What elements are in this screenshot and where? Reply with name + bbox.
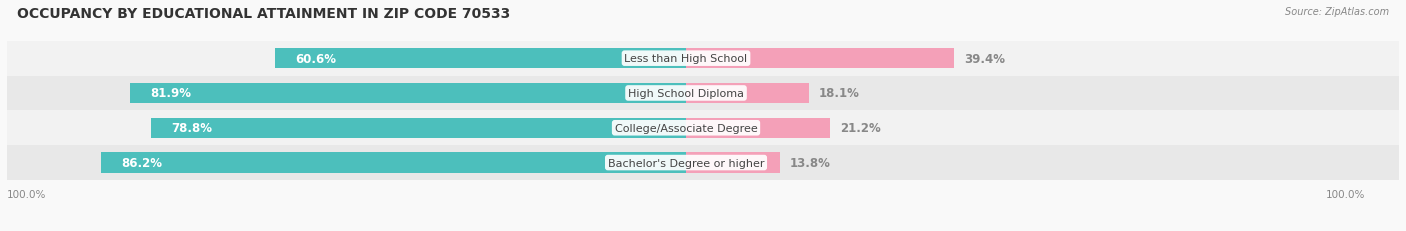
Text: College/Associate Degree: College/Associate Degree: [614, 123, 758, 133]
Text: 21.2%: 21.2%: [841, 122, 882, 135]
Bar: [7, 76, 1399, 111]
Bar: [7, 42, 1399, 76]
Text: 100.0%: 100.0%: [7, 189, 46, 199]
Bar: [7, 146, 1399, 180]
Text: 100.0%: 100.0%: [1326, 189, 1365, 199]
Text: 86.2%: 86.2%: [121, 156, 162, 169]
Text: Bachelor's Degree or higher: Bachelor's Degree or higher: [607, 158, 765, 168]
Text: 60.6%: 60.6%: [295, 52, 336, 65]
Bar: [274, 49, 686, 69]
Bar: [129, 84, 686, 103]
Text: High School Diploma: High School Diploma: [628, 88, 744, 99]
Bar: [101, 153, 686, 173]
Text: OCCUPANCY BY EDUCATIONAL ATTAINMENT IN ZIP CODE 70533: OCCUPANCY BY EDUCATIONAL ATTAINMENT IN Z…: [17, 7, 510, 21]
Text: 13.8%: 13.8%: [790, 156, 831, 169]
Bar: [686, 118, 830, 138]
Text: 81.9%: 81.9%: [150, 87, 191, 100]
Text: 18.1%: 18.1%: [820, 87, 860, 100]
Bar: [686, 153, 780, 173]
Text: Source: ZipAtlas.com: Source: ZipAtlas.com: [1285, 7, 1389, 17]
Text: Less than High School: Less than High School: [624, 54, 748, 64]
Bar: [686, 84, 808, 103]
Bar: [150, 118, 686, 138]
Text: 78.8%: 78.8%: [172, 122, 212, 135]
Text: 39.4%: 39.4%: [963, 52, 1005, 65]
Bar: [686, 49, 953, 69]
Bar: [7, 111, 1399, 146]
